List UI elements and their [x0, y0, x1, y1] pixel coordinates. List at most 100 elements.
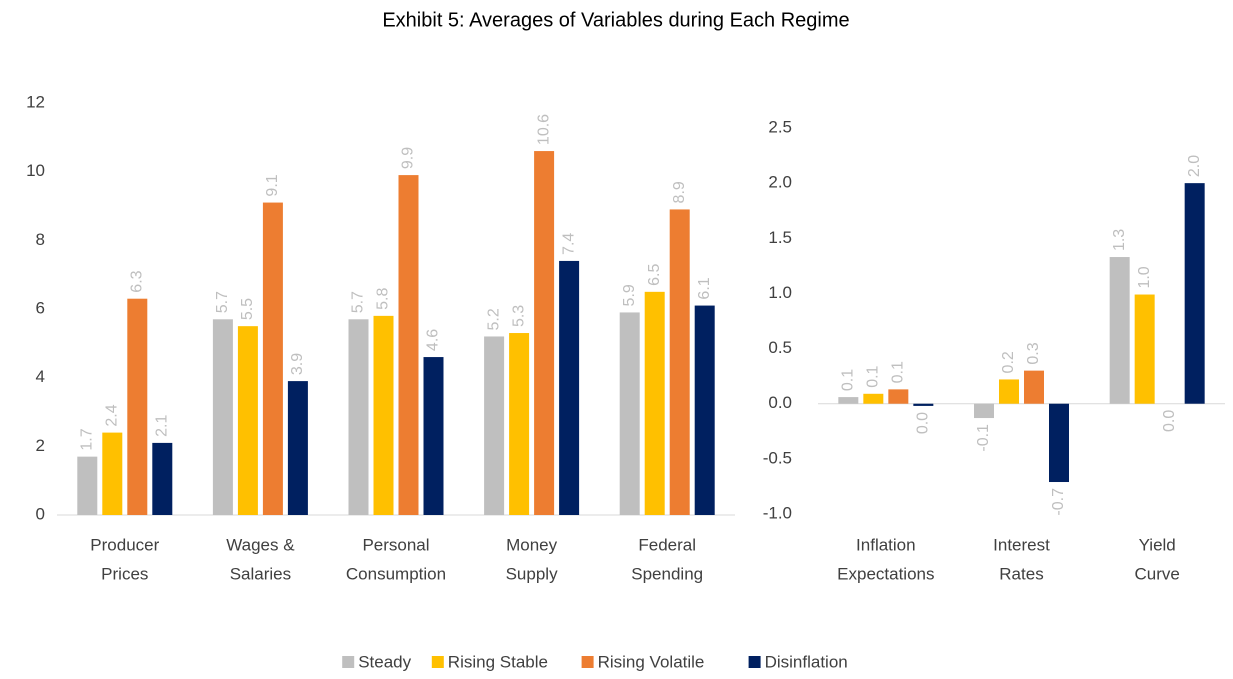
bar: [102, 432, 123, 515]
value-label: 1.3: [1111, 229, 1128, 251]
value-label: 2.1: [154, 415, 171, 437]
bar: [509, 333, 530, 515]
x-tick-label: Producer: [90, 535, 159, 554]
bar: [888, 389, 909, 404]
value-label: 1.0: [1136, 266, 1153, 288]
x-tick-label: Inflation: [856, 535, 916, 554]
legend-swatch: [748, 656, 761, 668]
y-tick-label: 8: [36, 230, 45, 249]
bar: [999, 379, 1019, 404]
x-tick-label: Salaries: [230, 564, 291, 583]
y-tick-label: -1.0: [763, 503, 792, 522]
legend-label: Steady: [358, 652, 411, 671]
value-label: 2.4: [104, 404, 121, 426]
bar: [1109, 257, 1130, 404]
x-tick-label: Money: [506, 535, 558, 554]
chart-title: Exhibit 5: Averages of Variables during …: [382, 9, 849, 31]
legend-label: Rising Volatile: [598, 652, 705, 671]
bar: [669, 209, 690, 515]
bar: [913, 403, 934, 406]
value-label: 3.9: [289, 353, 306, 375]
value-label: 4.6: [425, 329, 442, 351]
x-tick-label: Personal: [362, 535, 429, 554]
bar: [423, 357, 444, 515]
y-tick-label: 1.0: [768, 283, 792, 302]
y-tick-label: 12: [26, 92, 45, 111]
bar: [152, 442, 173, 515]
y-tick-label: 6: [36, 298, 45, 317]
x-tick-label: Interest: [993, 535, 1050, 554]
value-label: 0.1: [890, 361, 907, 383]
value-label: 10.6: [535, 114, 552, 145]
y-tick-label: 10: [26, 161, 45, 180]
bar: [484, 336, 505, 515]
value-label: 5.7: [214, 291, 231, 313]
bar: [398, 175, 419, 515]
x-tick-label: Federal: [638, 535, 696, 554]
x-tick-label: Wages &: [226, 535, 295, 554]
x-tick-label: Spending: [631, 564, 703, 583]
y-tick-label: -0.5: [763, 448, 792, 467]
value-label: 6.1: [696, 277, 713, 299]
value-label: 5.7: [350, 291, 367, 313]
value-label: 6.5: [646, 263, 663, 285]
value-label: 1.7: [79, 428, 96, 450]
x-tick-label: Rates: [999, 564, 1043, 583]
x-tick-label: Yield: [1139, 535, 1176, 554]
bar: [974, 403, 994, 419]
bar: [77, 456, 98, 515]
legend-swatch: [342, 656, 355, 668]
x-tick-label: Expectations: [837, 564, 934, 583]
y-tick-label: 2.5: [768, 117, 792, 136]
legend-label: Disinflation: [765, 652, 848, 671]
legend-swatch: [581, 656, 594, 668]
bar: [694, 305, 715, 515]
value-label: 0.0: [915, 412, 932, 434]
value-label: 5.2: [485, 308, 502, 330]
value-label: 9.1: [264, 174, 281, 196]
value-label: 5.9: [621, 284, 638, 306]
bar: [863, 393, 884, 404]
bar: [1024, 370, 1044, 404]
value-label: 5.8: [375, 288, 392, 310]
value-label: 5.3: [510, 305, 527, 327]
y-tick-label: 0: [36, 504, 45, 523]
value-label: -0.1: [975, 424, 992, 452]
x-tick-label: Prices: [101, 564, 148, 583]
value-label: 7.4: [560, 233, 577, 255]
value-label: 9.9: [400, 147, 417, 169]
value-label: 2.0: [1186, 155, 1203, 177]
value-label: 0.2: [1000, 351, 1017, 373]
value-label: 6.3: [129, 270, 146, 292]
value-label: 0.1: [840, 369, 857, 391]
y-tick-label: 1.5: [768, 228, 792, 247]
value-label: 0.3: [1025, 342, 1042, 364]
legend-label: Rising Stable: [448, 652, 548, 671]
bar: [559, 260, 580, 515]
x-tick-label: Curve: [1134, 564, 1179, 583]
bar: [1134, 294, 1155, 404]
legend-swatch: [431, 656, 444, 668]
bar: [127, 298, 148, 515]
value-label: 0.0: [1161, 410, 1178, 432]
bar: [212, 319, 233, 515]
y-tick-label: 4: [36, 367, 45, 386]
bar: [237, 326, 258, 515]
bar: [534, 151, 555, 516]
x-tick-label: Supply: [506, 564, 558, 583]
bar: [373, 315, 394, 515]
bar: [262, 202, 283, 516]
value-label: 0.1: [865, 365, 882, 387]
bar: [1184, 183, 1205, 404]
x-tick-label: Consumption: [346, 564, 446, 583]
value-label: 8.9: [671, 181, 688, 203]
bar: [348, 319, 369, 515]
bar: [287, 381, 308, 515]
bar: [619, 312, 640, 515]
value-label: -0.7: [1050, 488, 1067, 516]
bar: [1049, 403, 1069, 483]
y-tick-label: 2: [36, 436, 45, 455]
bar: [838, 397, 859, 404]
y-tick-label: 0.0: [768, 393, 792, 412]
